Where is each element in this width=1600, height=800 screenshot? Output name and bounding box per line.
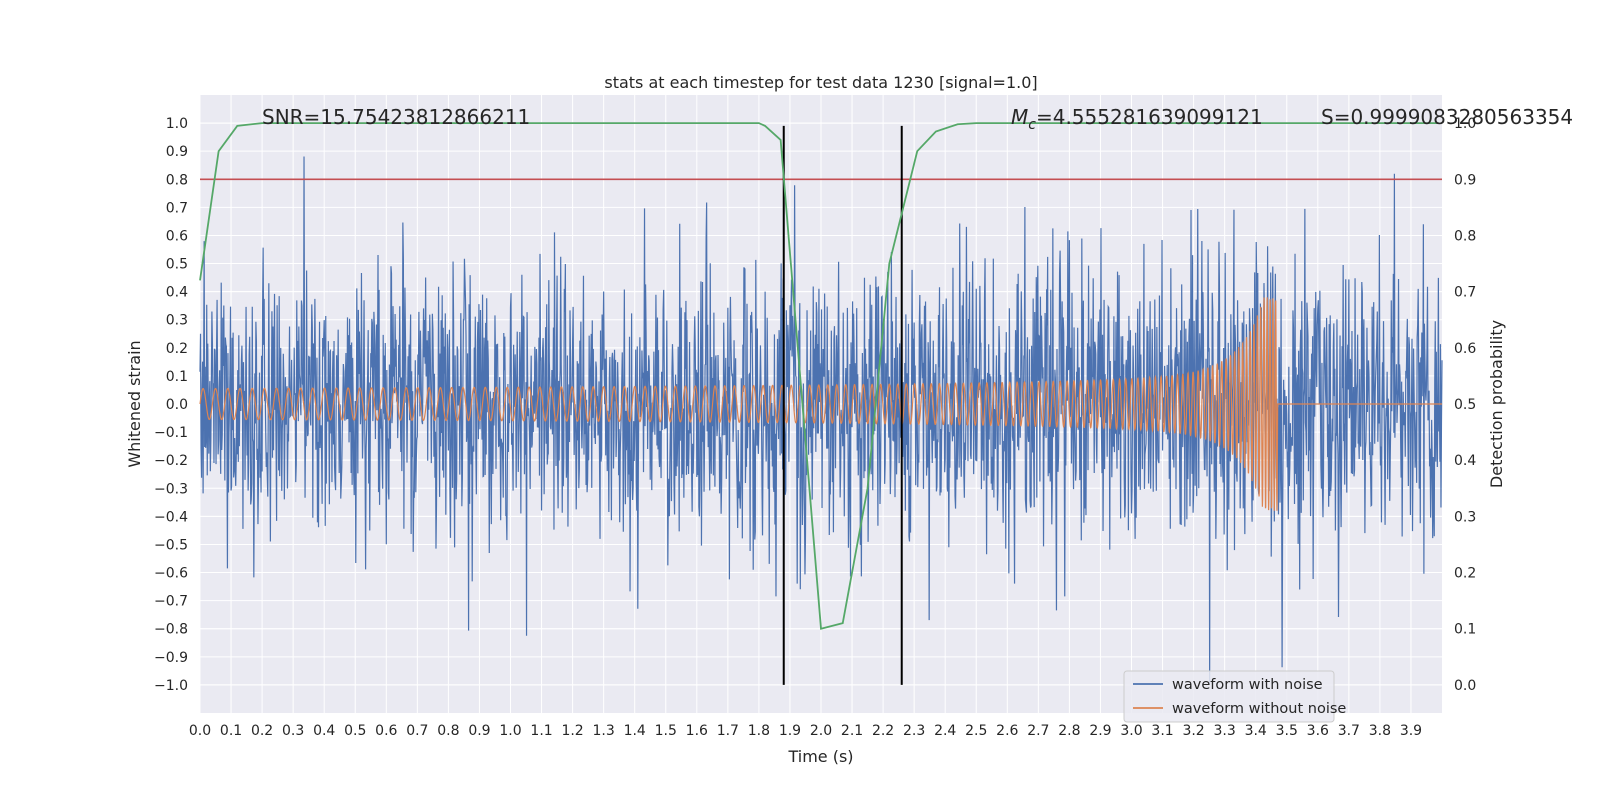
x-tick-label: 1.9 bbox=[779, 723, 801, 739]
y-axis-left-ticks: 1.0 0.9 0.8 0.7 0.6 0.5 0.4 0.3 0.2 0.1 0.0 −0.1 −0.… bbox=[154, 116, 188, 694]
chirp-mass-annotation: Mc=4.555281639099121 bbox=[1011, 105, 1263, 133]
x-tick-label: 3.4 bbox=[1245, 723, 1267, 739]
x-tick-label: 2.3 bbox=[903, 723, 925, 739]
x-tick-label: 3.3 bbox=[1214, 723, 1236, 739]
x-tick-label: 0.5 bbox=[344, 723, 366, 739]
y-left-tick-label: −0.2 bbox=[154, 453, 188, 469]
y-left-tick-label: −0.6 bbox=[154, 566, 188, 582]
s-annotation: S=0.9999083280563354 bbox=[1321, 105, 1573, 129]
y-axis-right-ticks: 1.0 0.9 0.8 0.7 0.6 0.5 0.4 0.3 0.2 0.1 0.0 bbox=[1454, 116, 1476, 694]
legend-box bbox=[1123, 670, 1335, 723]
legend-label-clean: waveform without noise bbox=[1172, 701, 1346, 717]
x-tick-label: 1.8 bbox=[748, 723, 770, 739]
y-left-tick-label: −0.9 bbox=[154, 650, 188, 666]
chart-title: stats at each timestep for test data 123… bbox=[604, 73, 1037, 92]
x-tick-label: 0.2 bbox=[251, 723, 273, 739]
x-tick-label: 0.9 bbox=[468, 723, 490, 739]
x-tick-label: 0.8 bbox=[437, 723, 459, 739]
y-right-tick-label: 1.0 bbox=[1454, 116, 1476, 132]
y-left-tick-label: 0.3 bbox=[166, 313, 188, 329]
y-left-tick-label: 0.2 bbox=[166, 341, 188, 357]
y-left-tick-label: −0.3 bbox=[154, 481, 188, 497]
y-axis-right-label: Detection probability bbox=[1487, 320, 1506, 488]
y-left-tick-label: −0.8 bbox=[154, 622, 188, 638]
x-tick-label: 0.0 bbox=[189, 723, 211, 739]
x-tick-label: 3.6 bbox=[1307, 723, 1329, 739]
x-tick-label: 2.2 bbox=[872, 723, 894, 739]
y-right-tick-label: 0.0 bbox=[1454, 678, 1476, 694]
x-tick-label: 1.3 bbox=[593, 723, 615, 739]
x-tick-label: 3.9 bbox=[1400, 723, 1422, 739]
x-tick-label: 3.7 bbox=[1338, 723, 1360, 739]
x-tick-label: 2.9 bbox=[1089, 723, 1111, 739]
detection-probability-line bbox=[199, 122, 1439, 630]
x-tick-label: 3.1 bbox=[1151, 723, 1173, 739]
x-tick-label: 1.5 bbox=[655, 723, 677, 739]
x-tick-label: 1.2 bbox=[561, 723, 583, 739]
x-tick-label: 2.6 bbox=[996, 723, 1018, 739]
y-left-tick-label: 0.1 bbox=[166, 369, 188, 385]
y-right-tick-label: 0.7 bbox=[1454, 285, 1476, 301]
x-tick-label: 2.0 bbox=[810, 723, 832, 739]
x-tick-label: 0.1 bbox=[220, 723, 242, 739]
y-right-tick-label: 0.2 bbox=[1454, 566, 1476, 582]
overlays bbox=[200, 125, 1442, 685]
y-left-tick-label: 0.9 bbox=[166, 144, 188, 160]
chirp-mass-subscript: c bbox=[1028, 117, 1036, 133]
legend-label-noisy: waveform with noise bbox=[1172, 677, 1323, 693]
y-right-tick-label: 0.3 bbox=[1454, 509, 1476, 525]
clean-waveform-line bbox=[199, 297, 1442, 511]
chirp-mass-symbol: M bbox=[1011, 105, 1028, 129]
y-left-tick-label: 0.0 bbox=[166, 397, 188, 413]
x-tick-label: 1.7 bbox=[717, 723, 739, 739]
y-right-tick-label: 0.8 bbox=[1454, 228, 1476, 244]
y-left-tick-label: −1.0 bbox=[154, 678, 188, 694]
x-tick-label: 0.7 bbox=[406, 723, 428, 739]
legend: waveform with noise waveform without noi… bbox=[1123, 670, 1346, 723]
x-tick-label: 1.1 bbox=[530, 723, 552, 739]
snr-annotation: SNR=15.75423812866211 bbox=[262, 105, 530, 129]
x-tick-label: 1.6 bbox=[686, 723, 708, 739]
series-detection-probability bbox=[199, 122, 1439, 630]
x-tick-label: 3.5 bbox=[1276, 723, 1298, 739]
series-waveform-with-noise bbox=[199, 156, 1443, 684]
x-tick-label: 3.8 bbox=[1369, 723, 1391, 739]
x-tick-label: 1.0 bbox=[499, 723, 521, 739]
y-left-tick-label: −0.5 bbox=[154, 537, 188, 553]
y-left-tick-label: 0.7 bbox=[166, 200, 188, 216]
y-right-tick-label: 0.6 bbox=[1454, 341, 1476, 357]
x-tick-label: 3.2 bbox=[1182, 723, 1204, 739]
x-tick-label: 0.6 bbox=[375, 723, 397, 739]
y-right-tick-label: 0.5 bbox=[1454, 397, 1476, 413]
x-tick-label: 2.8 bbox=[1058, 723, 1080, 739]
x-tick-label: 0.3 bbox=[282, 723, 304, 739]
y-left-tick-label: 0.5 bbox=[166, 257, 188, 273]
y-axis-left-label: Whitened strain bbox=[125, 340, 144, 467]
y-left-tick-label: −0.1 bbox=[154, 425, 188, 441]
y-left-tick-label: −0.4 bbox=[154, 509, 188, 525]
y-left-tick-label: 0.6 bbox=[166, 228, 188, 244]
y-right-tick-label: 0.9 bbox=[1454, 172, 1476, 188]
x-tick-label: 2.1 bbox=[841, 723, 863, 739]
x-tick-label: 3.0 bbox=[1120, 723, 1142, 739]
x-axis-ticks: 0.0 0.1 0.2 0.3 0.4 0.5 0.6 0.7 0.8 0.9 1.0 1.1 1.2 1… bbox=[189, 723, 1422, 739]
x-tick-label: 1.4 bbox=[624, 723, 646, 739]
x-tick-label: 0.4 bbox=[313, 723, 335, 739]
y-right-tick-label: 0.4 bbox=[1454, 453, 1476, 469]
y-left-tick-label: 1.0 bbox=[166, 116, 188, 132]
noisy-waveform-line bbox=[199, 156, 1443, 684]
x-tick-label: 2.5 bbox=[965, 723, 987, 739]
y-left-tick-label: 0.4 bbox=[166, 285, 188, 301]
x-tick-label: 2.7 bbox=[1027, 723, 1049, 739]
series-waveform-without-noise bbox=[199, 297, 1442, 511]
x-tick-label: 2.4 bbox=[934, 723, 956, 739]
chirp-mass-value: =4.555281639099121 bbox=[1036, 105, 1263, 129]
y-left-tick-label: 0.8 bbox=[166, 172, 188, 188]
x-axis-label: Time (s) bbox=[787, 747, 853, 766]
y-left-tick-label: −0.7 bbox=[154, 594, 188, 610]
y-right-tick-label: 0.1 bbox=[1454, 622, 1476, 638]
